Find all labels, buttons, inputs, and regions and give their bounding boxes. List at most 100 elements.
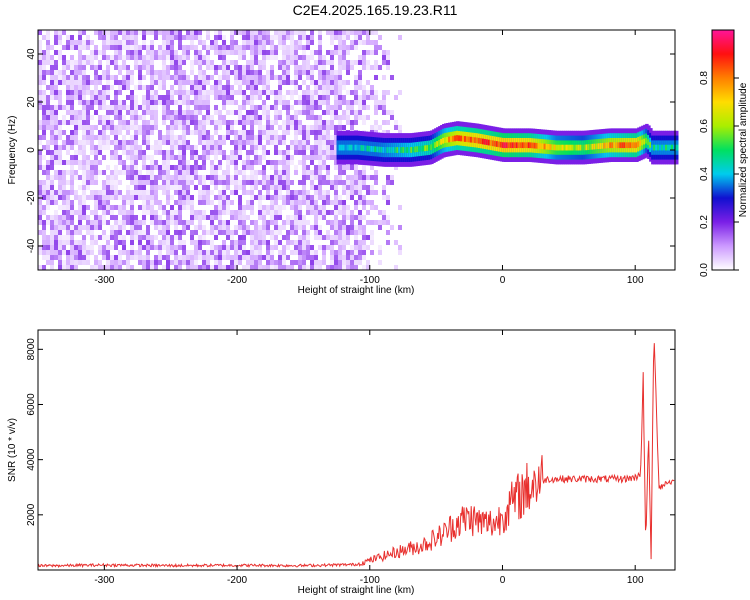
spectrogram-cell — [158, 95, 162, 100]
spectrogram-cell — [90, 115, 94, 120]
spectrogram-cell — [162, 85, 166, 90]
spectrogram-cell — [338, 90, 342, 95]
spectrogram-cell — [278, 100, 282, 105]
spectrogram-cell — [382, 210, 386, 215]
spectrogram-cell — [306, 125, 310, 130]
spectrogram-cell — [274, 75, 278, 80]
spectrogram-cell — [290, 105, 294, 110]
spectrogram-cell — [78, 100, 82, 105]
spectrogram-cell — [298, 145, 302, 150]
spectrogram-cell — [78, 80, 82, 85]
spectrogram-cell — [234, 65, 238, 70]
spectrogram-cell — [210, 220, 214, 225]
spectrogram-cell — [118, 130, 122, 135]
spectrogram-cell — [398, 250, 402, 255]
spectrogram-cell — [206, 250, 210, 255]
spectrogram-cell — [122, 115, 126, 120]
spectrogram-cell — [90, 175, 94, 180]
spectrogram-cell — [150, 165, 154, 170]
spectrogram-cell — [354, 205, 358, 210]
spectrogram-cell — [94, 50, 98, 55]
spectrogram-cell — [138, 125, 142, 130]
spectrogram-cell — [358, 255, 362, 260]
spectrogram-cell — [234, 150, 238, 155]
spectrogram-cell — [82, 30, 86, 35]
spectrogram-cell — [54, 190, 58, 195]
spectrogram-cell — [98, 90, 102, 95]
spectrogram-cell — [382, 50, 386, 55]
spectrogram-cell — [138, 50, 142, 55]
spectrogram-cell — [170, 180, 174, 185]
spectrogram-cell — [282, 155, 286, 160]
spectrogram-cell — [398, 205, 402, 210]
spectrogram-cell — [110, 105, 114, 110]
spectrogram-cell — [162, 140, 166, 145]
spectrogram-cell — [190, 90, 194, 95]
spectrogram-cell — [230, 85, 234, 90]
spectrogram-cell — [142, 125, 146, 130]
spectrogram-cell — [380, 146, 384, 153]
spectrogram-cell — [290, 265, 294, 270]
spectrogram-cell — [42, 50, 46, 55]
spectrogram-cell — [90, 225, 94, 230]
spectrogram-cell — [302, 55, 306, 60]
spectrogram-cell — [266, 110, 270, 115]
spectrogram-cell — [130, 195, 134, 200]
spectrogram-cell — [322, 245, 326, 250]
spectrogram-cell — [350, 65, 354, 70]
spectrogram-cell — [70, 80, 74, 85]
spectrogram-cell — [218, 215, 222, 220]
spectrogram-cell — [302, 260, 306, 265]
spectrogram-cell — [182, 220, 186, 225]
spectrogram-cell — [282, 120, 286, 125]
spectrogram-cell — [130, 135, 134, 140]
spectrogram-cell — [378, 65, 382, 70]
spectrogram-cell — [134, 110, 138, 115]
spectrogram-cell — [302, 230, 306, 235]
spectrogram-cell — [158, 255, 162, 260]
spectrogram-cell — [266, 35, 270, 40]
spectrogram-cell — [254, 90, 258, 95]
spectrogram-cell — [266, 55, 270, 60]
spectrogram-cell — [126, 185, 130, 190]
spectrogram-cell — [134, 215, 138, 220]
spectrogram-cell — [202, 100, 206, 105]
spectrogram-cell — [250, 200, 254, 205]
spectrogram-cell — [406, 147, 410, 153]
spectrogram-cell — [162, 40, 166, 45]
spectrogram-cell — [78, 30, 82, 35]
spectrogram-cell — [302, 215, 306, 220]
spectrogram-cell — [274, 170, 278, 175]
spectrogram-cell — [218, 265, 222, 270]
spectrogram-cell — [234, 230, 238, 235]
spectrogram-cell — [226, 100, 230, 105]
spectrogram-cell — [38, 120, 42, 125]
spectrogram-cell — [238, 195, 242, 200]
spectrogram-cell — [166, 250, 170, 255]
spectrogram-cell — [78, 55, 82, 60]
spectrogram-cell — [198, 85, 202, 90]
spectrogram-cell — [170, 45, 174, 50]
spectrogram-cell — [66, 250, 70, 255]
spectrogram-cell — [246, 100, 250, 105]
spectrogram-cell — [234, 100, 238, 105]
spectrogram-cell — [98, 145, 102, 150]
spectrogram-cell — [302, 165, 306, 170]
spectrogram-cell — [286, 165, 290, 170]
spectrogram-cell — [302, 225, 306, 230]
spectrogram-cell — [190, 240, 194, 245]
spectrogram-cell — [358, 95, 362, 100]
spectrogram-cell — [334, 100, 338, 105]
spectrogram-cell — [242, 55, 246, 60]
spectrogram-cell — [318, 245, 322, 250]
spectrogram-cell — [146, 190, 150, 195]
spectrogram-cell — [106, 235, 110, 240]
spectrogram-cell — [326, 190, 330, 195]
spectrogram-cell — [338, 235, 342, 240]
spectrogram-cell — [334, 180, 338, 185]
spectrogram-cell — [274, 240, 278, 245]
spectrogram-cell — [158, 250, 162, 255]
spectrogram-cell — [238, 245, 242, 250]
spectrogram-cell — [98, 200, 102, 205]
spectrogram-cell — [649, 142, 653, 148]
